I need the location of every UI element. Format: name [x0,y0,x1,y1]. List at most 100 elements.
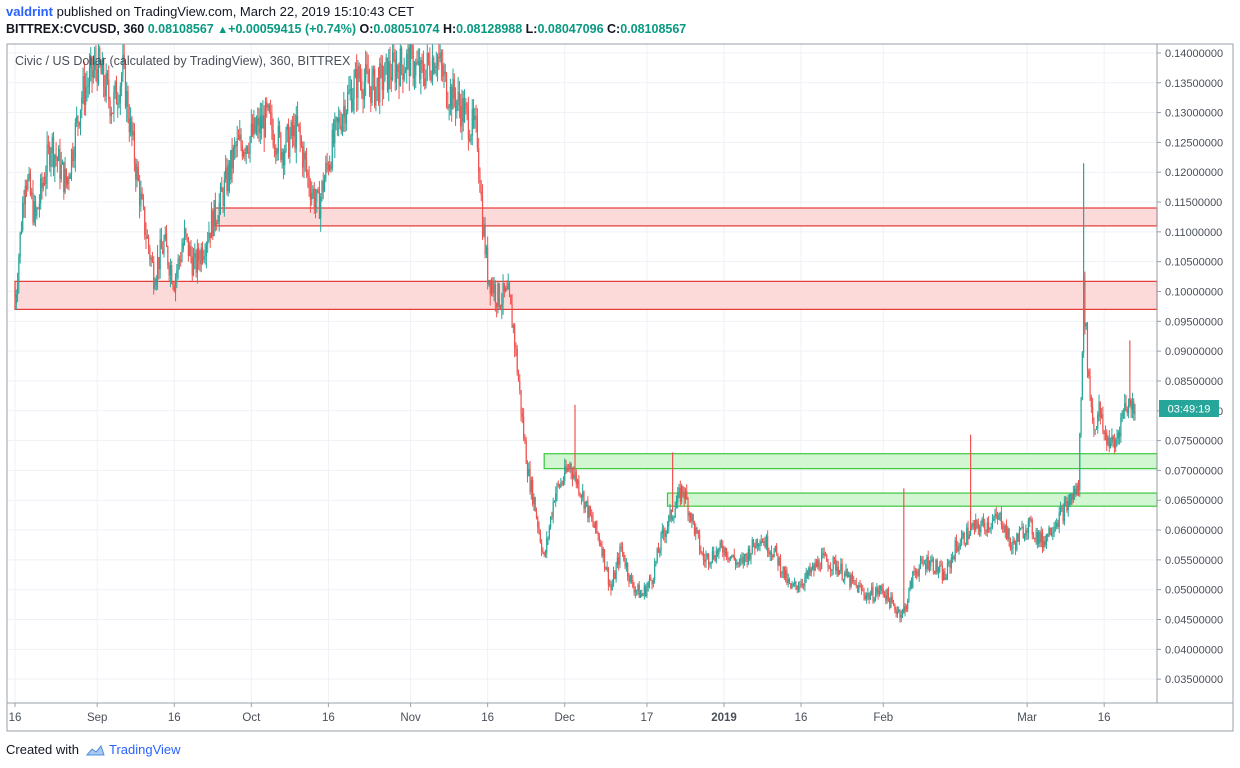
candle-body [1133,401,1135,414]
candle-body [530,479,532,493]
candle-body [420,60,422,80]
candle-body [159,239,161,270]
time-axis[interactable] [6,702,1234,732]
candle-body [995,513,997,517]
candle-body [343,106,345,117]
candle-body [702,552,705,560]
candle-body [668,515,670,527]
candle-body [1104,432,1107,434]
candle-body [1113,441,1116,448]
close-label: C: [607,22,621,36]
price-tick-label: 0.03500000 [1165,674,1223,686]
candle-body [747,548,749,563]
candle-body [512,325,514,328]
candle-body [725,548,728,558]
candle-body [465,103,467,105]
candle-body [575,472,577,484]
candle-body [661,529,663,534]
candle-body [357,66,359,98]
candle-body [606,567,608,570]
candle-body [826,555,828,562]
candle-body [961,536,963,545]
candle-body [1079,433,1081,491]
candle-body [1022,526,1024,539]
time-tick-label: Mar [1017,712,1037,724]
candle-body [711,551,714,562]
candle-body [440,52,443,65]
candle-body [934,571,936,574]
candle-body [740,559,742,561]
candle-body [931,559,933,561]
candle-body [278,125,281,134]
candle-body [768,552,770,555]
candle-body [167,246,169,266]
candle-body [855,583,857,586]
candle-body [637,584,639,591]
candle-body [579,493,581,496]
candle-body [774,545,776,551]
candle-body [895,609,897,615]
candle-body [406,53,408,71]
candle-body [90,57,92,69]
candle-body [1081,352,1083,399]
candle-body [630,574,633,580]
candle-body [29,173,32,195]
candle-body [463,103,466,122]
close-value: 0.08108567 [620,22,687,36]
candle-body [616,557,618,566]
candle-body [660,533,662,551]
candle-body [214,200,216,224]
candle-body [113,92,115,114]
candle-body [72,149,74,162]
candle-body [829,568,832,571]
candle-body [131,117,133,136]
candle-body [433,57,435,74]
candle-body [984,522,986,530]
candle-body [408,47,410,77]
candle-body [570,463,572,472]
candle-body [1131,401,1134,410]
candle-body [953,557,955,560]
candle-body [226,167,228,192]
candle-body [751,539,753,553]
open-label: O: [359,22,374,36]
candle-body [293,125,295,137]
candle-body [592,517,594,525]
candle-body [132,131,134,136]
candle-body [887,589,889,599]
candle-body [1116,438,1118,440]
candle-body [67,177,69,185]
candle-body [529,468,531,493]
candle-body [140,193,142,206]
time-tick-label: Nov [400,712,421,724]
candle-body [178,258,181,260]
candle-body [633,586,635,593]
candle-body [335,117,337,120]
symbol-label[interactable]: BITTREX:CVCUSD, 360 [6,22,145,36]
candle-body [865,595,868,599]
candle-body [878,590,881,595]
candle-body [243,151,245,157]
candle-body [497,283,499,307]
author-link[interactable]: valdrint [6,4,53,19]
candle-body [448,107,450,109]
candle-body [302,145,304,168]
candle-body [804,577,806,586]
candle-body [1094,429,1096,431]
candle-body [77,116,79,123]
tradingview-link[interactable]: TradingView [108,742,181,757]
candle-body [976,520,978,523]
candle-body [516,348,518,373]
candle-body [389,61,391,77]
candle-body [809,567,811,573]
candle-body [521,413,523,417]
candle-body [106,72,109,80]
price-tick-label: 0.12000000 [1165,167,1223,179]
candle-body [362,93,364,100]
candle-body [555,493,557,502]
candle-body [25,185,28,190]
price-chart[interactable]: 0.03500000 0.04000000 0.04500000 0.05000000… [0,0,1240,740]
candle-body [778,558,780,566]
candle-body [1012,540,1014,548]
candle-body [322,181,324,192]
